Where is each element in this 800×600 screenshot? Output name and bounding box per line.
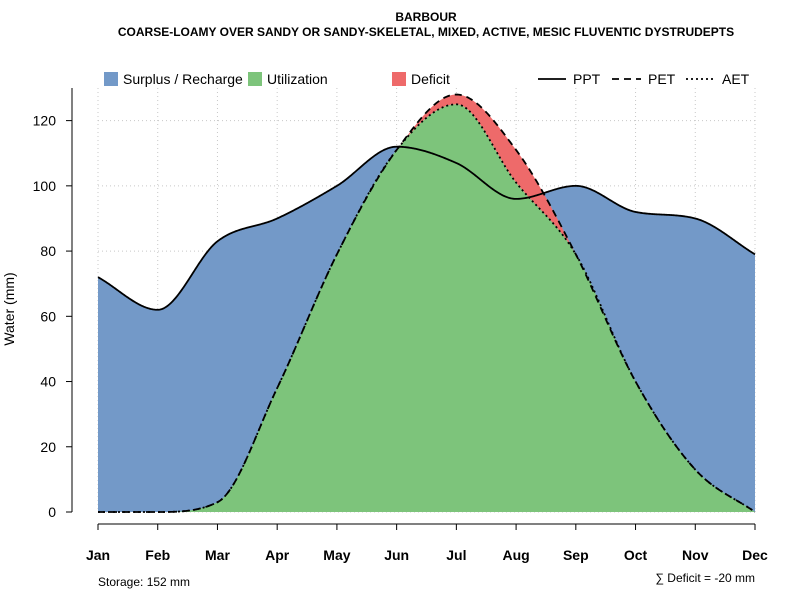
y-tick-label: 60 — [40, 308, 56, 324]
line-ppt — [97, 145, 756, 311]
areas-layer — [98, 94, 755, 513]
x-tick-label: Oct — [624, 547, 648, 563]
x-tick-label: Dec — [742, 547, 768, 563]
x-tick-label: Feb — [145, 547, 170, 563]
chart-subtitle: COARSE-LOAMY OVER SANDY OR SANDY-SKELETA… — [118, 25, 734, 39]
legend-swatch — [104, 72, 118, 86]
x-tick-label: May — [323, 547, 350, 563]
legend: Surplus / Recharge Utilization Deficit PPT P… — [104, 71, 750, 87]
x-tick-label: Apr — [265, 547, 290, 563]
y-tick-label: 100 — [33, 178, 57, 194]
legend-label: PET — [648, 71, 676, 87]
legend-label: Surplus / Recharge — [123, 71, 243, 87]
x-tick-label: Jun — [384, 547, 409, 563]
storage-note: Storage: 152 mm — [98, 575, 190, 589]
legend-label: Utilization — [267, 71, 328, 87]
legend-swatch — [392, 72, 406, 86]
line-aet — [98, 103, 756, 513]
y-tick-label: 120 — [33, 113, 57, 129]
y-tick-label: 80 — [40, 243, 56, 259]
legend-label: AET — [722, 71, 750, 87]
lines-layer — [97, 93, 756, 513]
y-tick-label: 20 — [40, 439, 56, 455]
legend-label: PPT — [573, 71, 601, 87]
x-tick-label: Jan — [86, 547, 110, 563]
deficit-note: ∑ Deficit = -20 mm — [655, 571, 755, 585]
x-tick-label: Mar — [205, 547, 230, 563]
y-axis-label: Water (mm) — [1, 272, 17, 345]
x-tick-label: Jul — [446, 547, 466, 563]
axes: 0 20 40 60 80 100 120 Jan Feb Mar Apr May Jun Jul Aug S… — [33, 88, 768, 563]
x-tick-label: Aug — [502, 547, 529, 563]
legend-swatch — [248, 72, 262, 86]
utilization-area — [98, 104, 755, 512]
y-tick-label: 40 — [40, 374, 56, 390]
legend-label: Deficit — [411, 71, 450, 87]
chart-title: BARBOUR — [395, 10, 457, 24]
x-tick-label: Nov — [682, 547, 709, 563]
y-tick-label: 0 — [48, 504, 56, 520]
x-tick-label: Sep — [563, 547, 589, 563]
